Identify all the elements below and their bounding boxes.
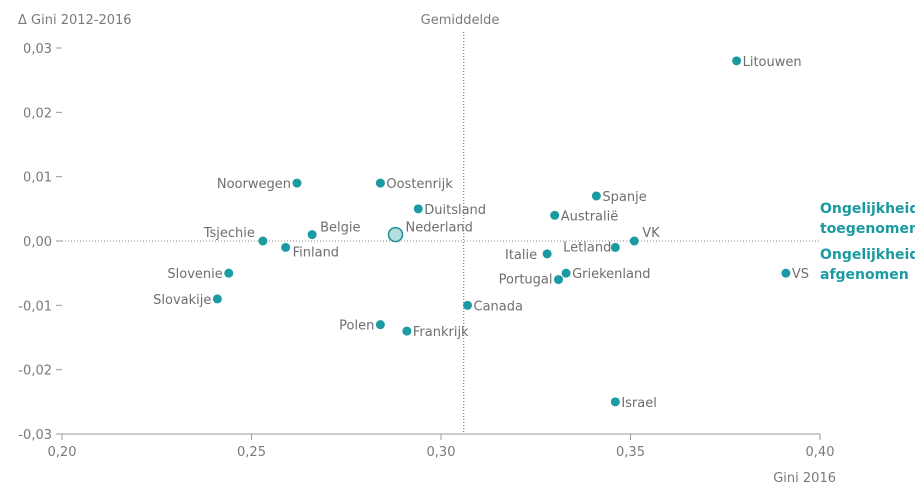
point-label-spanje: Spanje [602, 190, 646, 205]
point-griekenland [561, 268, 571, 278]
point-belgie [307, 230, 317, 240]
point-label-canada: Canada [474, 299, 523, 314]
x-tick-label: 0,30 [427, 445, 456, 460]
y-axis-title: Δ Gini 2012-2016 [18, 13, 132, 28]
x-axis-ticks: 0,20 0,25 0,30 0,35 0,40 [48, 434, 835, 460]
x-tick-label: 0,40 [806, 445, 835, 460]
point-label-frankrijk: Frankrijk [413, 325, 469, 340]
data-points: Litouwen Noorwegen Oostenrijk Spanje Duitsla… [153, 55, 809, 411]
x-tick-label: 0,35 [616, 445, 645, 460]
zone-label-decrease-line1: Ongelijkheid [820, 247, 915, 263]
y-tick-label: 0,02 [23, 106, 52, 121]
point-duitsland [413, 204, 423, 214]
point-polen [375, 320, 385, 330]
point-label-tsjechie: Tsjechie [203, 226, 255, 241]
point-label-nederland: Nederland [406, 221, 473, 236]
x-tick-label: 0,25 [237, 445, 266, 460]
point-slovakije [212, 294, 222, 304]
y-tick-label: -0,02 [18, 364, 52, 379]
point-canada [463, 300, 473, 310]
point-label-letland: Letland [563, 240, 611, 255]
point-nederland [387, 226, 404, 243]
zone-label-increase-line2: toegenomen [820, 221, 915, 237]
point-label-italie: Italie [505, 248, 537, 263]
point-label-noorwegen: Noorwegen [217, 177, 291, 192]
point-frankrijk [402, 326, 412, 336]
zone-label-decrease-line2: afgenomen [820, 267, 909, 283]
zone-label-increase-line1: Ongelijkheid [820, 201, 915, 217]
point-letland [610, 242, 620, 252]
y-tick-label: -0,03 [18, 428, 52, 443]
point-finland [281, 242, 291, 252]
point-label-duitsland: Duitsland [424, 203, 486, 218]
point-label-portugal: Portugal [499, 273, 553, 288]
point-vs [781, 268, 791, 278]
average-label: Gemiddelde [421, 13, 500, 28]
point-noorwegen [292, 178, 302, 188]
point-label-australi-: Australië [561, 209, 619, 224]
point-label-slovakije: Slovakije [153, 293, 211, 308]
point-label-litouwen: Litouwen [743, 55, 802, 70]
point-label-oostenrijk: Oostenrijk [386, 177, 453, 192]
point-label-finland: Finland [293, 245, 339, 260]
point-spanje [591, 191, 601, 201]
y-tick-label: 0,00 [23, 235, 52, 250]
point-slovenie [224, 268, 234, 278]
point-vk [629, 236, 639, 246]
x-axis-title: Gini 2016 [773, 471, 836, 483]
y-tick-label: 0,03 [23, 42, 52, 57]
point-label-griekenland: Griekenland [572, 267, 650, 282]
y-tick-label: 0,01 [23, 171, 52, 186]
y-tick-label: -0,01 [18, 299, 52, 314]
point-australi- [550, 210, 560, 220]
y-axis-ticks: 0,03 0,02 0,01 0,00 -0,01 -0,02 -0,03 [18, 42, 62, 443]
point-tsjechie [258, 236, 268, 246]
point-label-belgie: Belgie [320, 221, 360, 236]
point-label-vs: VS [792, 267, 809, 282]
x-tick-label: 0,20 [48, 445, 77, 460]
point-label-polen: Polen [339, 319, 374, 334]
point-israel [610, 397, 620, 407]
point-oostenrijk [375, 178, 385, 188]
point-portugal [553, 275, 563, 285]
point-label-vk: VK [642, 226, 660, 241]
point-italie [542, 249, 552, 259]
point-label-slovenie: Slovenie [167, 267, 222, 282]
point-litouwen [732, 56, 742, 66]
point-label-israel: Israel [621, 396, 657, 411]
